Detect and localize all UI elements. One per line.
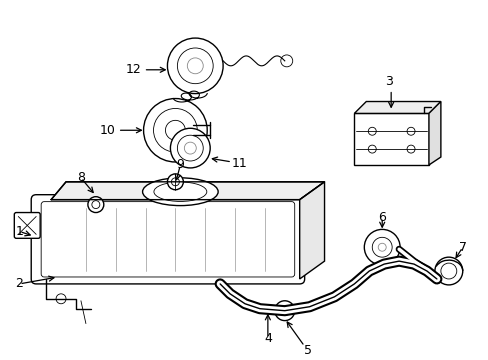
Circle shape: [167, 38, 223, 94]
Circle shape: [434, 257, 462, 285]
Circle shape: [377, 243, 386, 251]
Text: 4: 4: [264, 332, 271, 345]
Circle shape: [171, 178, 179, 186]
Text: 8: 8: [77, 171, 85, 184]
Circle shape: [170, 128, 210, 168]
Circle shape: [406, 127, 414, 135]
Circle shape: [92, 201, 100, 208]
Circle shape: [165, 120, 185, 140]
Text: 6: 6: [378, 211, 386, 224]
Circle shape: [364, 229, 399, 265]
FancyBboxPatch shape: [14, 212, 40, 238]
Ellipse shape: [142, 178, 218, 206]
Text: 12: 12: [125, 63, 141, 76]
FancyBboxPatch shape: [31, 195, 304, 284]
Text: 11: 11: [232, 157, 247, 171]
Polygon shape: [51, 182, 324, 200]
Text: 1: 1: [15, 225, 23, 238]
Circle shape: [167, 174, 183, 190]
Circle shape: [367, 145, 375, 153]
Polygon shape: [299, 182, 324, 279]
Polygon shape: [428, 102, 440, 165]
Circle shape: [143, 99, 207, 162]
Circle shape: [279, 306, 289, 316]
Circle shape: [88, 197, 103, 212]
FancyBboxPatch shape: [354, 113, 428, 165]
FancyBboxPatch shape: [41, 202, 294, 277]
Circle shape: [177, 48, 213, 84]
Text: 10: 10: [100, 124, 116, 137]
Text: 7: 7: [458, 241, 466, 254]
Circle shape: [187, 58, 203, 74]
Circle shape: [367, 127, 375, 135]
Polygon shape: [354, 102, 440, 113]
Circle shape: [371, 237, 391, 257]
Ellipse shape: [154, 182, 206, 202]
Circle shape: [280, 55, 292, 67]
Circle shape: [184, 142, 196, 154]
Text: 5: 5: [303, 344, 311, 357]
Circle shape: [440, 263, 456, 279]
Circle shape: [274, 301, 294, 321]
Text: 9: 9: [176, 158, 184, 171]
Text: 3: 3: [385, 75, 392, 88]
Circle shape: [406, 145, 414, 153]
Circle shape: [177, 135, 203, 161]
Circle shape: [153, 108, 197, 152]
Circle shape: [56, 294, 66, 304]
Text: 2: 2: [15, 278, 23, 291]
